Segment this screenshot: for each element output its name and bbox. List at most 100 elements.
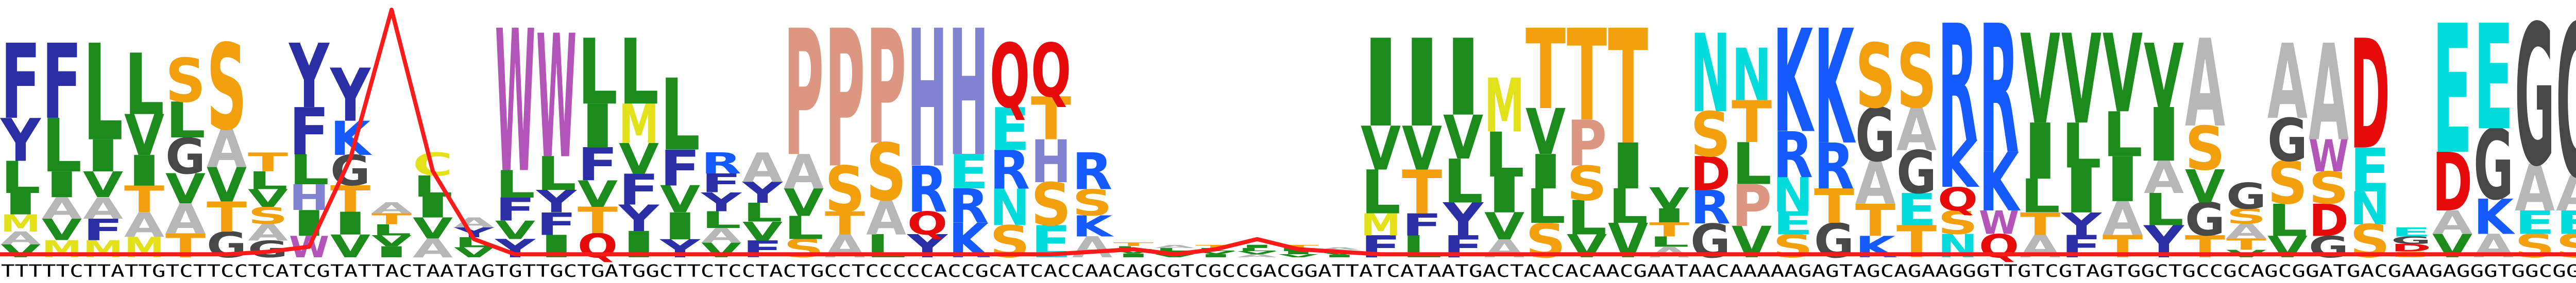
logo-letter: M xyxy=(1484,63,1524,149)
logo-letter: L xyxy=(42,103,82,189)
logo-letter: T xyxy=(165,226,206,265)
logo-letter: V xyxy=(1196,250,1236,255)
logo-letter: E xyxy=(948,145,989,200)
logo-letter: T xyxy=(1113,241,1154,247)
logo-letter: G xyxy=(2391,235,2431,246)
logo-letter: V xyxy=(1278,253,1319,258)
logo-letter: D xyxy=(2432,136,2472,230)
logo-letter: S xyxy=(1855,25,1895,128)
logo-letter: G xyxy=(2185,193,2225,246)
logo-letter: F xyxy=(1443,229,1483,265)
logo-letter: I xyxy=(83,131,123,182)
logo-letter: L xyxy=(124,36,164,134)
logo-letter: I xyxy=(330,206,370,242)
logo-letter: V xyxy=(1732,217,1772,268)
logo-letter: A xyxy=(371,199,412,217)
logo-letter: Y xyxy=(2143,217,2184,268)
logo-letter: A xyxy=(1237,253,1278,258)
logo-letter: A xyxy=(866,190,906,245)
logo-letter: V xyxy=(2267,231,2308,264)
logo-letter: V xyxy=(1402,113,1442,184)
logo-letter: I xyxy=(2020,108,2060,197)
logo-letter: A xyxy=(2267,23,2308,143)
logo-letter: L xyxy=(866,228,906,265)
logo-letter: G xyxy=(2515,0,2555,209)
logo-letter: Y xyxy=(2061,206,2103,242)
logo-letter: A xyxy=(742,145,783,191)
logo-letter: L xyxy=(1732,131,1772,198)
logo-letter: G xyxy=(207,225,247,266)
logo-letter: S xyxy=(248,202,288,229)
logo-letter: Q xyxy=(1938,181,1978,218)
logo-letter: F xyxy=(660,140,700,197)
logo-letter: V xyxy=(2020,8,2060,152)
logo-letter: S xyxy=(1031,171,1071,239)
logo-letter: I xyxy=(1402,14,1442,154)
logo-letter: S xyxy=(2515,227,2555,265)
logo-letter: I xyxy=(371,243,412,261)
logo-letter: L xyxy=(495,163,535,207)
logo-letter: S xyxy=(2350,216,2390,268)
logo-letter: V xyxy=(330,228,370,264)
logo-letter: V xyxy=(784,181,824,225)
logo-letter: V xyxy=(454,244,494,260)
logo-letter: A xyxy=(2103,192,2143,246)
logo-letter: Y xyxy=(329,53,371,138)
logo-letter: F xyxy=(83,213,123,247)
logo-letter: I xyxy=(2144,92,2184,178)
logo-letter: G xyxy=(1896,139,1937,207)
logo-letter: L xyxy=(1237,247,1277,252)
logo-letter: D xyxy=(2350,8,2390,184)
nucleotide-sequence-text: TTTTTCTTATTGTCTTCCTCATCGTATTACTAATAGTGTT… xyxy=(1,261,2576,281)
logo-letter: E xyxy=(2350,135,2390,206)
logo-letter: T xyxy=(1402,157,1442,228)
logo-letter: T xyxy=(1196,244,1236,249)
logo-letter: A xyxy=(2432,204,2473,241)
logo-letter: L xyxy=(1402,229,1442,265)
logo-letter: A xyxy=(248,219,288,246)
logo-letter: L xyxy=(1649,234,1689,250)
logo-letter: M xyxy=(619,93,659,156)
logo-letter: E xyxy=(1773,205,1813,242)
logo-letter: E xyxy=(2515,204,2555,241)
logo-letter: T xyxy=(825,205,865,242)
logo-letter: A xyxy=(83,192,123,226)
logo-letter: S xyxy=(1526,214,1566,269)
logo-letter: V xyxy=(742,217,783,246)
logo-letter: T xyxy=(2103,229,2143,265)
logo-letter: S xyxy=(1773,228,1813,265)
logo-letter: I xyxy=(2061,155,2102,227)
logo-letter: N xyxy=(1938,227,1978,265)
logo-letter: L xyxy=(83,16,123,171)
logo-letter: R xyxy=(1072,143,1112,202)
logo-letter: L xyxy=(660,58,700,173)
logo-letter: F xyxy=(701,168,741,198)
red-trend-line xyxy=(0,7,2576,257)
logo-letter: R xyxy=(1979,0,2019,194)
logo-letter: F xyxy=(495,191,535,228)
